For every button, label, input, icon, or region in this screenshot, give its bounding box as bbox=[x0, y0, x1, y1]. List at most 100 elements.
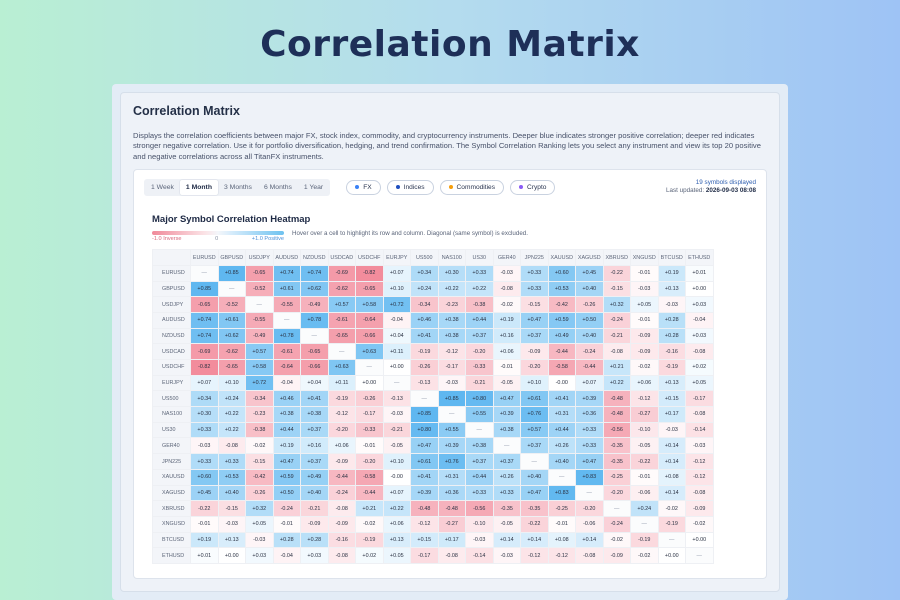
correlation-cell[interactable]: -0.22 bbox=[520, 515, 549, 533]
correlation-cell[interactable]: +0.37 bbox=[465, 453, 494, 470]
correlation-cell[interactable]: -0.03 bbox=[657, 296, 686, 313]
correlation-cell[interactable]: -0.08 bbox=[685, 343, 714, 361]
correlation-cell[interactable]: +0.02 bbox=[355, 547, 384, 564]
correlation-cell[interactable]: +0.00 bbox=[685, 531, 714, 549]
correlation-cell[interactable]: +0.41 bbox=[547, 390, 576, 408]
correlation-cell[interactable]: +0.13 bbox=[217, 531, 246, 549]
correlation-cell[interactable]: -0.56 bbox=[602, 421, 631, 439]
correlation-cell[interactable]: +0.33 bbox=[520, 280, 549, 298]
correlation-cell[interactable]: -0.17 bbox=[355, 406, 384, 423]
correlation-cell[interactable]: -0.22 bbox=[630, 453, 659, 470]
correlation-cell[interactable]: +0.07 bbox=[190, 374, 219, 392]
correlation-cell[interactable]: -0.01 bbox=[492, 359, 521, 376]
correlation-cell[interactable]: -0.82 bbox=[190, 359, 219, 376]
correlation-cell[interactable]: -0.01 bbox=[272, 515, 301, 533]
correlation-cell[interactable]: +0.10 bbox=[382, 280, 411, 298]
correlation-cell[interactable]: +0.37 bbox=[300, 421, 329, 439]
correlation-cell[interactable]: +0.03 bbox=[300, 547, 329, 564]
correlation-cell[interactable]: -0.05 bbox=[382, 437, 411, 455]
correlation-cell[interactable]: -0.09 bbox=[685, 500, 714, 517]
correlation-cell[interactable]: -0.12 bbox=[327, 406, 356, 423]
correlation-cell[interactable]: -0.55 bbox=[245, 311, 274, 329]
correlation-cell[interactable]: +0.44 bbox=[272, 421, 301, 439]
correlation-cell[interactable]: +0.47 bbox=[492, 390, 521, 408]
correlation-cell[interactable]: +0.37 bbox=[492, 453, 521, 470]
correlation-cell[interactable]: -0.42 bbox=[547, 296, 576, 313]
correlation-cell[interactable]: +0.15 bbox=[657, 390, 686, 408]
correlation-cell[interactable]: +0.39 bbox=[492, 406, 521, 423]
correlation-cell[interactable]: +0.38 bbox=[300, 406, 329, 423]
correlation-cell[interactable]: +0.37 bbox=[465, 327, 494, 345]
correlation-cell[interactable]: +0.21 bbox=[355, 500, 384, 517]
correlation-cell[interactable]: -0.49 bbox=[300, 296, 329, 313]
correlation-cell[interactable]: -0.13 bbox=[382, 390, 411, 408]
correlation-cell[interactable]: +0.58 bbox=[245, 359, 274, 376]
correlation-cell[interactable]: -0.20 bbox=[520, 359, 549, 376]
correlation-cell[interactable]: -0.35 bbox=[602, 453, 631, 470]
correlation-cell[interactable]: +0.00 bbox=[657, 547, 686, 564]
correlation-cell[interactable]: +0.47 bbox=[272, 453, 301, 470]
correlation-cell[interactable]: +0.03 bbox=[245, 547, 274, 564]
correlation-cell[interactable]: -0.06 bbox=[575, 515, 604, 533]
correlation-cell[interactable]: +0.60 bbox=[547, 264, 576, 282]
correlation-cell[interactable]: +0.31 bbox=[437, 468, 466, 486]
correlation-cell[interactable]: -0.61 bbox=[327, 311, 356, 329]
correlation-cell[interactable]: +0.63 bbox=[327, 359, 356, 376]
correlation-cell[interactable]: -0.66 bbox=[300, 359, 329, 376]
correlation-cell[interactable]: -0.12 bbox=[410, 515, 439, 533]
correlation-cell[interactable]: +0.45 bbox=[575, 264, 604, 282]
correlation-cell[interactable]: -0.03 bbox=[190, 437, 219, 455]
correlation-cell[interactable]: -0.34 bbox=[245, 390, 274, 408]
correlation-cell[interactable]: +0.47 bbox=[410, 437, 439, 455]
correlation-cell[interactable]: -0.33 bbox=[465, 359, 494, 376]
correlation-cell[interactable]: +0.38 bbox=[437, 327, 466, 345]
period-button-6-months[interactable]: 6 Months bbox=[263, 183, 292, 191]
correlation-cell[interactable]: +0.24 bbox=[630, 500, 659, 517]
correlation-cell[interactable]: -0.01 bbox=[355, 437, 384, 455]
correlation-cell[interactable]: +0.33 bbox=[492, 484, 521, 502]
period-button-1-week[interactable]: 1 Week bbox=[151, 183, 174, 191]
correlation-cell[interactable]: -0.10 bbox=[465, 515, 494, 533]
correlation-cell[interactable]: +0.40 bbox=[217, 484, 246, 502]
correlation-cell[interactable]: -0.14 bbox=[465, 547, 494, 564]
correlation-cell[interactable]: +0.44 bbox=[465, 468, 494, 486]
correlation-cell[interactable]: +0.76 bbox=[437, 453, 466, 470]
correlation-cell[interactable]: -0.04 bbox=[272, 374, 301, 392]
correlation-cell[interactable]: +0.19 bbox=[492, 311, 521, 329]
correlation-cell[interactable]: +0.05 bbox=[685, 374, 714, 392]
correlation-cell[interactable]: +0.04 bbox=[382, 327, 411, 345]
correlation-cell[interactable]: +0.28 bbox=[300, 531, 329, 549]
correlation-cell[interactable]: +0.13 bbox=[382, 531, 411, 549]
correlation-cell[interactable]: +0.83 bbox=[547, 484, 576, 502]
correlation-cell[interactable]: -0.55 bbox=[272, 296, 301, 313]
correlation-cell[interactable]: -0.35 bbox=[602, 437, 631, 455]
correlation-cell[interactable]: -0.08 bbox=[437, 547, 466, 564]
correlation-cell[interactable]: +0.03 bbox=[685, 296, 714, 313]
correlation-cell[interactable]: -0.52 bbox=[245, 280, 274, 298]
correlation-cell[interactable]: -0.09 bbox=[520, 343, 549, 361]
correlation-cell[interactable]: -0.24 bbox=[602, 311, 631, 329]
correlation-cell[interactable]: +0.62 bbox=[217, 327, 246, 345]
correlation-cell[interactable]: -0.35 bbox=[520, 500, 549, 517]
correlation-cell[interactable]: -0.21 bbox=[602, 327, 631, 345]
correlation-cell[interactable]: +0.50 bbox=[575, 311, 604, 329]
correlation-cell[interactable]: -0.48 bbox=[410, 500, 439, 517]
correlation-cell[interactable]: +0.40 bbox=[575, 280, 604, 298]
correlation-cell[interactable]: +0.37 bbox=[300, 453, 329, 470]
correlation-cell[interactable]: +0.59 bbox=[272, 468, 301, 486]
correlation-cell[interactable]: -0.26 bbox=[355, 390, 384, 408]
correlation-cell[interactable]: -0.04 bbox=[685, 311, 714, 329]
correlation-cell[interactable]: +0.14 bbox=[657, 484, 686, 502]
correlation-cell[interactable]: +0.34 bbox=[190, 390, 219, 408]
correlation-cell[interactable]: +0.61 bbox=[520, 390, 549, 408]
correlation-cell[interactable]: +0.24 bbox=[410, 280, 439, 298]
correlation-cell[interactable]: -0.01 bbox=[547, 515, 576, 533]
correlation-cell[interactable]: +0.28 bbox=[272, 531, 301, 549]
correlation-cell[interactable]: +0.80 bbox=[465, 390, 494, 408]
correlation-cell[interactable]: -0.12 bbox=[547, 547, 576, 564]
correlation-cell[interactable]: -0.64 bbox=[355, 311, 384, 329]
correlation-cell[interactable]: -0.64 bbox=[272, 359, 301, 376]
correlation-cell[interactable]: -0.04 bbox=[382, 311, 411, 329]
correlation-cell[interactable]: +0.02 bbox=[685, 359, 714, 376]
correlation-cell[interactable]: +0.41 bbox=[410, 468, 439, 486]
